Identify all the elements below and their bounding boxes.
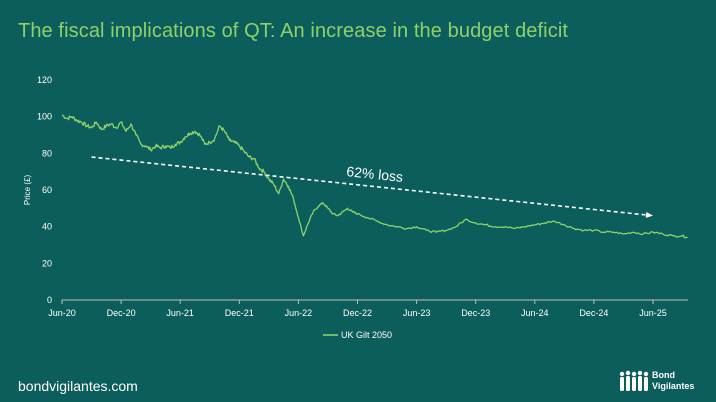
y-tick-label: 60 (42, 185, 52, 195)
x-tick-label: Jun-23 (403, 308, 431, 318)
bond-vigilantes-logo: Bond Vigilantes (618, 368, 698, 396)
x-tick-labels: Jun-20 Dec-20 Jun-21 Dec-21 Jun-22 Dec-22 Jun-… (48, 300, 667, 318)
x-tick-label: Jun-20 (48, 308, 76, 318)
y-tick-label: 80 (42, 148, 52, 158)
page-title: The fiscal implications of QT: An increa… (18, 20, 569, 42)
x-tick-label: Dec-20 (107, 308, 136, 318)
x-tick-label: Jun-22 (285, 308, 313, 318)
x-tick-label: Jun-21 (166, 308, 194, 318)
footer-website: bondvigilantes.com (18, 378, 138, 394)
people-logo-icon (619, 370, 649, 391)
y-tick-label: 100 (37, 112, 52, 122)
y-axis-label: Price (£) (23, 175, 32, 206)
brand-line-2: Vigilantes (652, 381, 695, 391)
y-tick-label: 40 (42, 222, 52, 232)
x-tick-label: Jun-25 (639, 308, 667, 318)
series-line-uk-gilt-2050 (61, 114, 688, 239)
y-tick-labels: 0 20 40 60 80 100 120 (37, 75, 52, 305)
brand-line-1: Bond (652, 370, 675, 380)
x-tick-label: Dec-23 (461, 308, 490, 318)
arrowhead-icon (645, 211, 653, 218)
x-tick-label: Dec-21 (225, 308, 254, 318)
x-tick-label: Dec-24 (579, 308, 608, 318)
y-tick-label: 20 (42, 258, 52, 268)
x-tick-label: Jun-24 (521, 308, 549, 318)
y-tick-label: 0 (47, 295, 52, 305)
legend-label: UK Gilt 2050 (341, 330, 392, 340)
loss-annotation-label: 62% loss (346, 163, 404, 185)
x-tick-label: Dec-22 (343, 308, 372, 318)
y-tick-label: 120 (37, 75, 52, 85)
loss-trend-arrow (91, 156, 648, 216)
